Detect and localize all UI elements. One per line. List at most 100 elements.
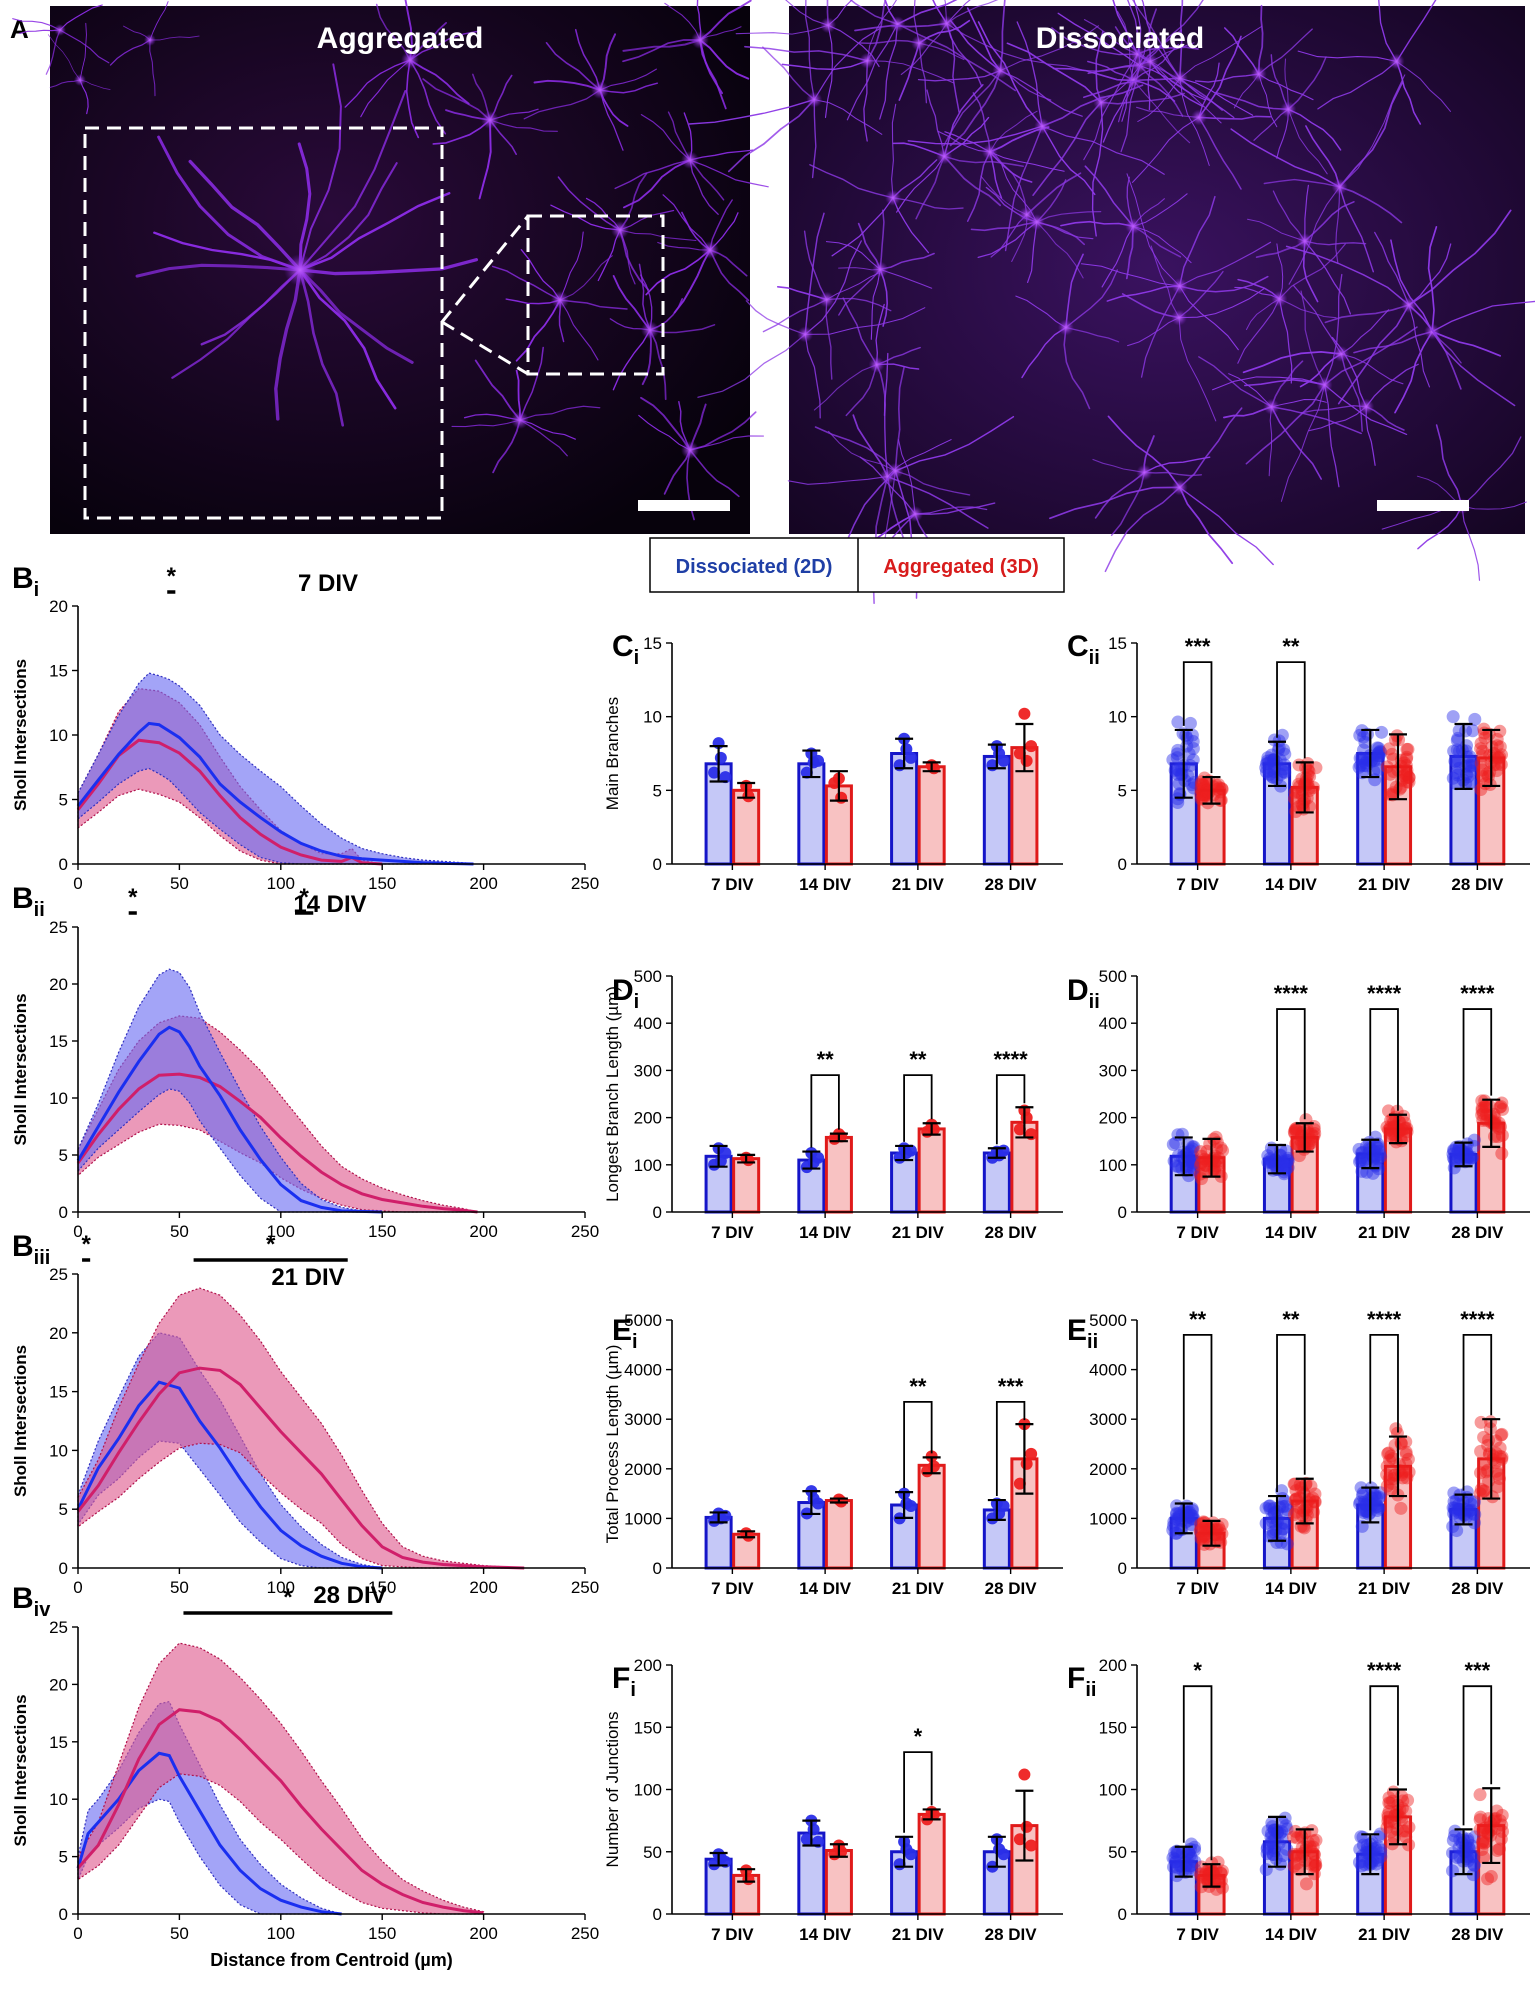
data-point [1475,1108,1489,1122]
neuron-process [805,0,815,101]
data-point [1288,1824,1302,1838]
neuron-process [1272,190,1306,242]
data-point [1493,1100,1507,1114]
data-point [1369,1139,1383,1153]
data-point [1020,1820,1033,1833]
data-point [1476,1824,1490,1838]
data-point [1382,1446,1396,1460]
data-point [1369,1159,1383,1173]
data-point [1215,782,1229,796]
data-point [1386,764,1400,778]
neuron-process [1198,115,1271,120]
data-point [1278,1159,1292,1173]
data-point [1366,1166,1380,1180]
y-tick-label: 0 [59,855,68,874]
significance-bracket [1462,1008,1493,1139]
data-point [1464,1503,1478,1517]
data-point [1451,1502,1465,1516]
data-point [1194,777,1208,791]
neuron-process [894,470,971,496]
data-point [1477,1430,1491,1444]
neuron-process [1194,73,1260,83]
data-point [1389,1422,1403,1436]
y-tick-label: 1000 [1089,1509,1127,1528]
neuron-process [1335,186,1341,264]
neuron-process [811,98,817,179]
neuron-process [432,119,491,145]
neuron-process [898,42,921,101]
x-tick-label: 100 [267,1222,295,1241]
data-point [1259,1516,1273,1530]
significance-bracket [1182,1685,1213,1861]
neuron-process [913,0,920,44]
data-point [1276,1499,1290,1513]
data-point [1172,777,1186,791]
data-point [1392,1464,1406,1478]
data-point [1495,1818,1509,1832]
x-tick-label: 50 [170,1578,189,1597]
scale-bar [638,500,730,511]
neuron-process [1408,209,1512,306]
significance-bracket [810,1074,840,1148]
data-point [1372,1491,1386,1505]
data-point [1170,747,1184,761]
neuron-process [1136,46,1199,56]
data-point [1199,784,1213,798]
data-point [1461,770,1475,784]
data-point [1464,764,1478,778]
data-point [1186,1162,1200,1176]
x-tick-label: 150 [368,1924,396,1943]
neuron-process [727,98,816,173]
data-point [1183,716,1197,730]
data-point [1275,1522,1289,1536]
neuron-process [1417,505,1463,550]
data-point [1018,1768,1031,1781]
neuron-process [1065,269,1118,329]
data-point [1357,1495,1371,1509]
data-point [1487,1812,1501,1826]
data-point [1305,1824,1319,1838]
neuron-process [1378,0,1398,63]
data-point [1463,1494,1477,1508]
neuron-process [12,18,61,31]
data-point [1397,1464,1411,1478]
data-point [1025,1839,1038,1852]
data-point [1355,1151,1369,1165]
neuron-process [892,142,945,158]
neuron-process [1179,77,1210,166]
data-point [1308,1487,1322,1501]
neuron-soma [1280,101,1297,118]
data-point [1186,1153,1200,1167]
significance-stars: **** [1367,1658,1402,1683]
y-tick-label: 10 [49,1441,68,1460]
data-point [1308,1855,1322,1869]
neuron-process [297,142,312,272]
significance-stars: * [914,1724,923,1749]
data-point [1188,1863,1202,1877]
data-point [1281,1154,1295,1168]
neuron-process [1110,471,1146,537]
data-point [1370,741,1384,755]
data-point [1452,1142,1466,1156]
neuron-process [1338,186,1375,273]
data-point [1495,1147,1509,1161]
data-point [1384,1124,1398,1138]
data-point [1308,1495,1322,1509]
neuron-process [1461,436,1522,507]
data-point [1175,1161,1189,1175]
y-tick-label: 25 [49,1618,68,1637]
x-tick-label: 7 DIV [711,1579,754,1598]
significance-star: * [128,884,138,911]
data-point [1382,1123,1396,1137]
data-point [1260,1842,1274,1856]
neuron-process [1143,456,1211,474]
data-point [1375,725,1389,739]
neuron-process [451,419,521,428]
panel-subscript: ii [34,899,45,921]
data-point [1261,1824,1275,1838]
neuron-process [1431,330,1502,357]
neuron-process [1112,0,1139,55]
neuron-soma [1125,72,1142,89]
data-point [1288,1123,1302,1137]
neuron-process [1308,406,1367,432]
